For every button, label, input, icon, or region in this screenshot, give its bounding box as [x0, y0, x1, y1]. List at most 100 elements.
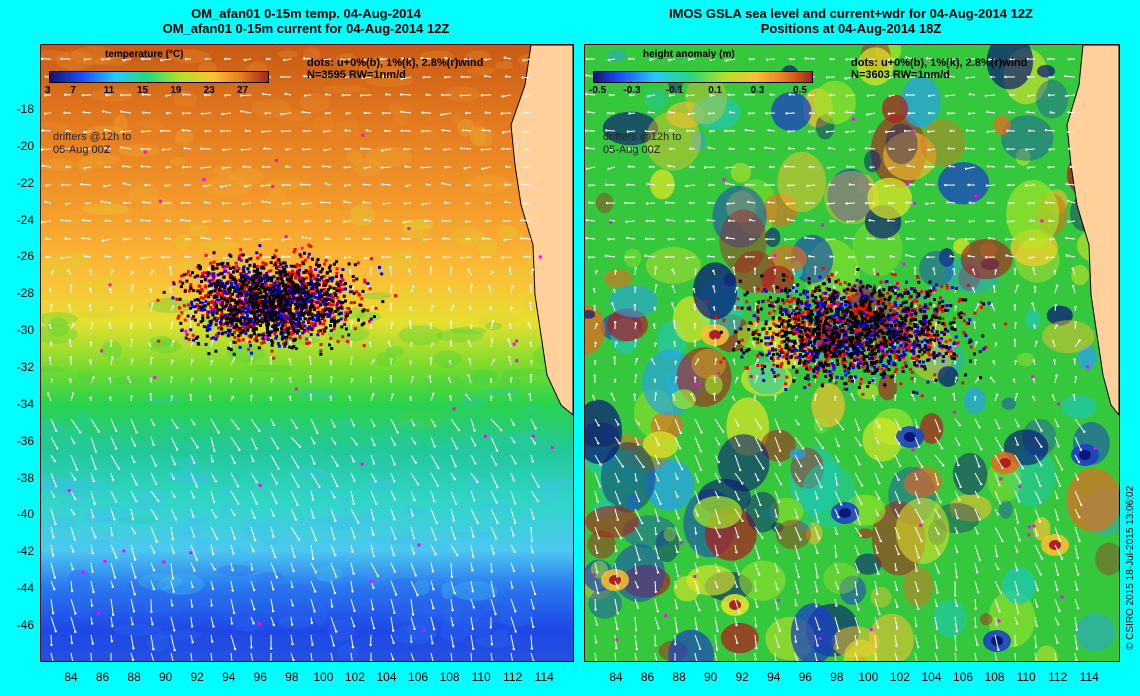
current-arrow-head	[135, 483, 138, 486]
current-arrow	[470, 580, 474, 592]
temperature-patch	[221, 485, 234, 497]
drifter-dot	[254, 302, 258, 306]
current-arrow-head	[473, 499, 476, 502]
drifter-dot	[226, 334, 230, 338]
current-arrow-head	[789, 58, 792, 61]
drifter-dot	[315, 278, 319, 282]
current-arrow	[230, 634, 236, 650]
drifter-dot	[298, 335, 302, 339]
current-arrow	[382, 183, 392, 186]
current-arrow-head	[281, 183, 284, 187]
current-arrow-head	[62, 148, 65, 151]
current-arrow-head	[52, 536, 55, 539]
current-arrow	[350, 508, 359, 523]
drifter-dot	[204, 276, 208, 279]
current-arrow-head	[1025, 184, 1028, 187]
current-arrow-head	[362, 183, 365, 186]
anomaly-blob	[1046, 305, 1073, 326]
current-arrow-head	[492, 358, 496, 361]
drifter-dot	[311, 315, 314, 319]
drifter-dot	[277, 297, 281, 301]
drifter-dot	[238, 333, 242, 337]
temperature-patch	[451, 227, 483, 245]
current-arrow-head	[476, 480, 479, 484]
temperature-patch	[307, 455, 341, 470]
current-arrow-head	[480, 148, 484, 151]
temperature-patch	[213, 601, 233, 614]
anomaly-blob	[769, 244, 807, 273]
drifter-dot	[304, 298, 308, 302]
current-arrow	[303, 148, 312, 150]
drifter-dot	[192, 289, 196, 293]
current-arrow-head	[330, 376, 333, 379]
drifter-dot	[229, 296, 233, 300]
drifter-dot	[285, 300, 289, 304]
drifter-dot	[193, 275, 197, 279]
current-arrow	[241, 110, 252, 114]
current-arrow-head	[825, 130, 829, 133]
temperature-patch	[189, 591, 219, 607]
current-arrow-head	[488, 285, 491, 288]
temperature-patch	[465, 118, 485, 132]
current-arrow-head	[220, 185, 223, 188]
current-arrow-head	[72, 550, 75, 553]
current-arrow-head	[191, 359, 194, 362]
current-arrow	[430, 580, 434, 590]
current-arrow	[470, 652, 473, 661]
current-arrow-head	[391, 393, 394, 396]
temperature-patch	[450, 326, 487, 335]
current-arrow-head	[952, 268, 955, 271]
current-arrow	[705, 166, 716, 168]
current-arrow	[430, 490, 435, 502]
current-arrow	[110, 454, 120, 469]
colorbar-tick-label: 3	[45, 85, 51, 96]
current-arrow	[530, 562, 534, 572]
current-arrow-head	[204, 201, 207, 204]
current-arrow-head	[336, 484, 339, 488]
temperature-patch	[100, 274, 124, 285]
temperature-patch	[113, 114, 128, 136]
current-arrow	[946, 94, 956, 97]
current-arrow-head	[387, 341, 390, 344]
drifter-dot	[307, 252, 311, 256]
current-arrow	[290, 454, 299, 468]
current-arrow-head	[440, 93, 444, 97]
current-arrow-head	[595, 270, 598, 273]
drifter-dot	[233, 310, 237, 314]
current-arrow-head	[359, 94, 363, 97]
drifter-dot	[292, 327, 295, 331]
current-arrow-head	[272, 535, 275, 538]
drifter-dot	[341, 268, 345, 271]
drifter-dot	[230, 275, 234, 279]
drifter-dot	[212, 251, 216, 255]
drifter-dot	[207, 352, 211, 356]
drifter-dot	[322, 297, 326, 301]
current-arrow-head	[275, 482, 278, 485]
drifter-dot	[307, 293, 311, 297]
drifter-dot	[182, 273, 186, 277]
current-arrow	[510, 652, 513, 661]
current-arrow-head	[140, 219, 143, 222]
current-arrow-head	[345, 112, 348, 115]
current-arrow-head	[165, 219, 168, 222]
current-arrow-head	[101, 58, 104, 61]
drifter-dot	[315, 290, 319, 294]
current-arrow-head	[190, 625, 194, 628]
current-arrow-head	[233, 461, 236, 465]
drifter-dot	[274, 248, 278, 252]
current-arrow-head	[709, 94, 712, 97]
temperature-patch	[169, 49, 211, 64]
drifter-dot	[242, 316, 246, 319]
drifter-dot	[224, 322, 228, 325]
temperature-patch	[149, 339, 182, 354]
current-arrow	[302, 111, 312, 114]
current-arrow-head	[301, 202, 305, 206]
current-arrow	[363, 183, 372, 186]
current-arrow-head	[65, 202, 68, 206]
drifter-dot	[321, 314, 325, 317]
drifter-dot	[199, 301, 202, 305]
current-arrow-head	[413, 498, 416, 502]
drifter-dot	[204, 300, 208, 304]
current-arrow-head	[808, 165, 812, 169]
drifter-dot	[233, 279, 237, 283]
